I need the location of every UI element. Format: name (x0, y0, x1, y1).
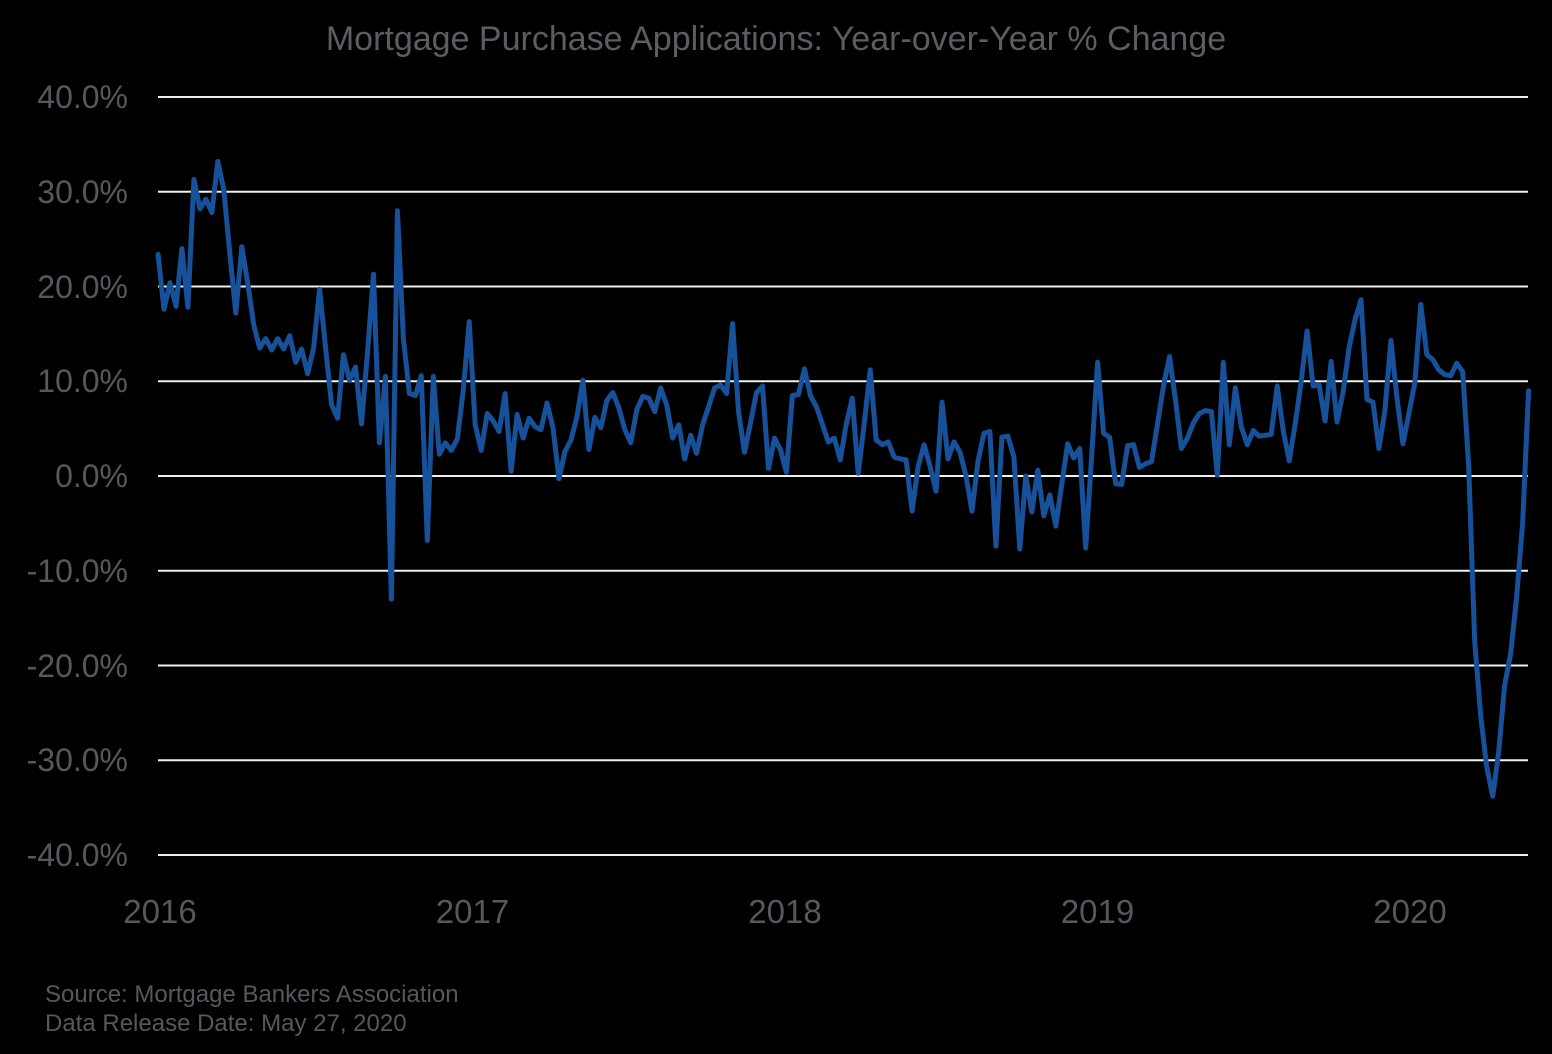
y-tick-label: 20.0% (37, 268, 128, 305)
gridlines (158, 96, 1528, 856)
y-tick-label: -40.0% (26, 837, 128, 873)
x-tick-label: 2016 (123, 893, 197, 930)
x-tick-label: 2017 (435, 893, 510, 930)
release-note: Data Release Date: May 27, 2020 (45, 1010, 407, 1037)
chart-title: Mortgage Purchase Applications: Year-ove… (325, 20, 1227, 58)
x-tick-label: 2020 (1373, 893, 1447, 930)
yoy-line-series (155, 158, 1532, 799)
y-tick-label: -10.0% (26, 552, 128, 589)
x-tick-label: 2019 (1060, 893, 1135, 930)
source-note: Source: Mortgage Bankers Association (45, 981, 459, 1008)
y-tick-label: -30.0% (26, 742, 128, 779)
y-tick-label: -20.0% (26, 647, 128, 684)
y-tick-label: 30.0% (37, 173, 128, 210)
y-tick-label: 10.0% (37, 363, 128, 400)
x-tick-label: 2018 (748, 893, 822, 930)
y-tick-label: 40.0% (37, 79, 128, 115)
y-tick-label: 0.0% (55, 458, 128, 494)
